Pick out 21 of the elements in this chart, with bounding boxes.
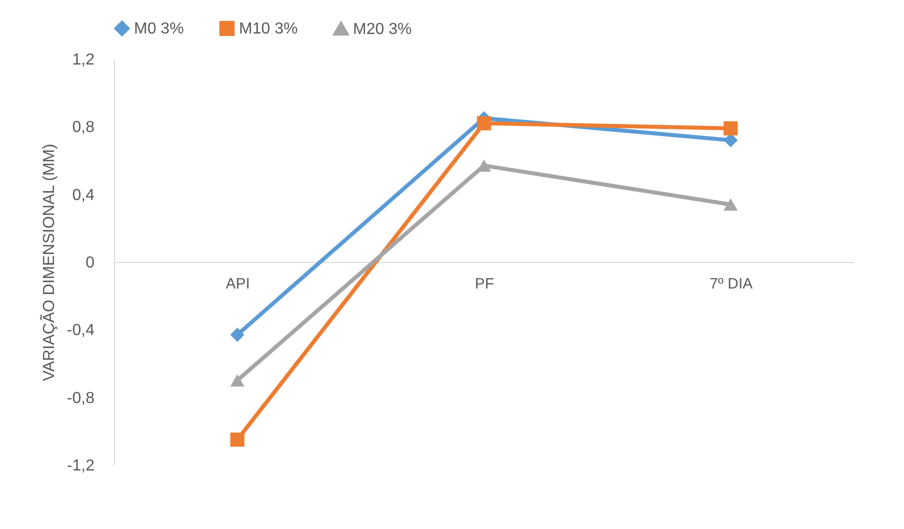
- point: [230, 374, 244, 387]
- point: [724, 133, 738, 148]
- point: [230, 328, 244, 342]
- y-tick-label: 0,4: [72, 186, 95, 204]
- point: [724, 198, 738, 211]
- y-axis-title: VARIAÇÃO DIMENSIONAL (MM): [38, 144, 58, 382]
- x-tick-label: API: [226, 276, 250, 292]
- y-tick-label: -0,8: [66, 390, 95, 407]
- legend-label: M10 3%: [239, 20, 298, 38]
- y-tick-label: 1,2: [72, 52, 95, 68]
- legend-label: M0 3%: [134, 20, 184, 38]
- legend-label: M20 3%: [353, 20, 412, 38]
- y-tick-label: -1,2: [66, 458, 95, 474]
- y-tick-label: -0,4: [66, 322, 95, 340]
- point: [724, 121, 738, 136]
- point: [230, 432, 244, 447]
- x-tick-label: PF: [474, 276, 494, 292]
- point: [476, 116, 492, 130]
- y-tick-label: 0: [86, 254, 95, 272]
- y-tick-label: 0,8: [72, 119, 95, 136]
- x-tick-label: 7º DIA: [710, 276, 753, 292]
